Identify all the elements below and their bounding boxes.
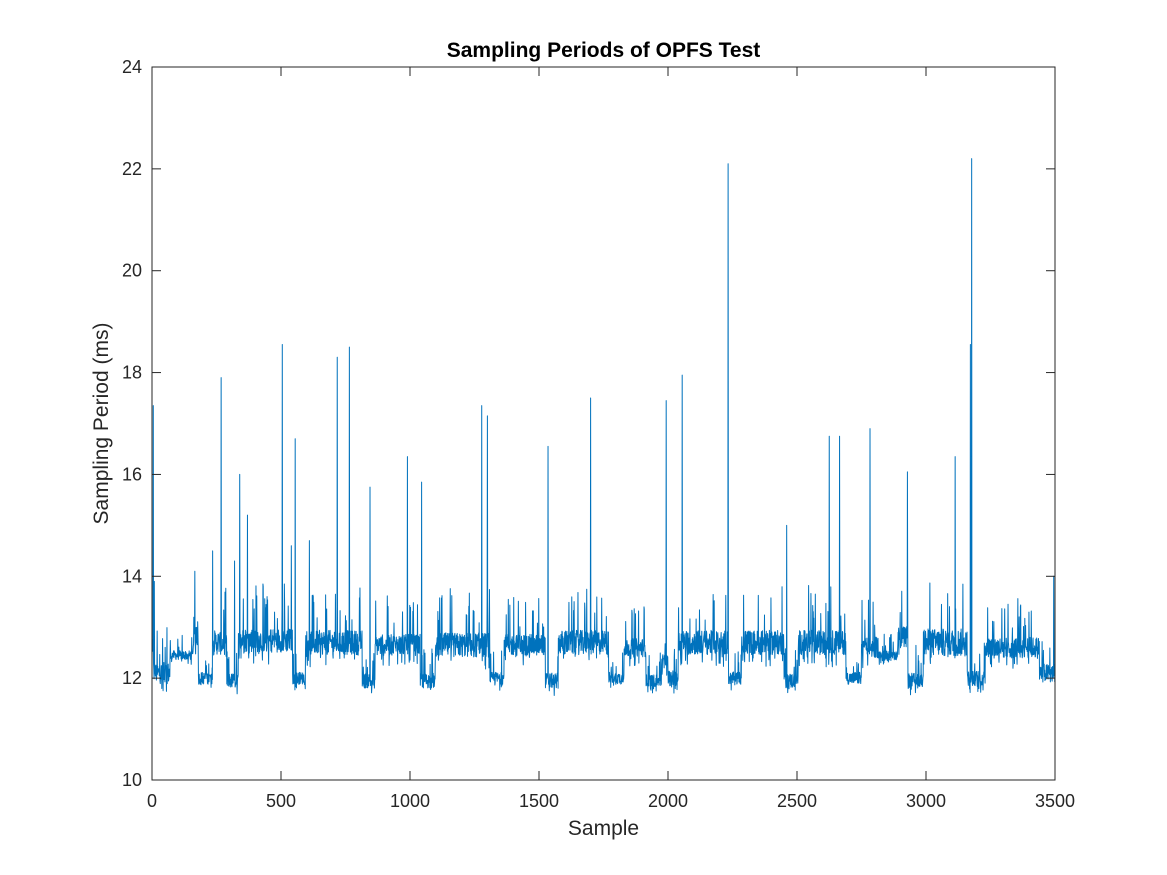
y-tick-label: 14 bbox=[122, 566, 142, 586]
x-tick-label: 3000 bbox=[906, 791, 946, 811]
plot-area bbox=[152, 67, 1055, 780]
y-tick-label: 12 bbox=[122, 668, 142, 688]
plot-box bbox=[151, 66, 1056, 781]
x-axis-ticks: 0 500 1000 1500 2000 2500 3000 3500 bbox=[147, 67, 1075, 811]
y-tick-label: 16 bbox=[122, 464, 142, 484]
x-tick-label: 2000 bbox=[648, 791, 688, 811]
y-axis-label: Sampling Period (ms) bbox=[90, 323, 113, 525]
series-line bbox=[151, 158, 1056, 696]
y-tick-label: 24 bbox=[122, 57, 142, 77]
y-axis-ticks: 10 12 14 16 18 20 22 24 bbox=[122, 57, 1055, 790]
y-tick-label: 10 bbox=[122, 770, 142, 790]
chart-title: Sampling Periods of OPFS Test bbox=[447, 39, 761, 62]
x-axis-label: Sample bbox=[568, 817, 639, 840]
x-tick-label: 2500 bbox=[777, 791, 817, 811]
y-tick-label: 18 bbox=[122, 363, 142, 383]
x-tick-label: 1000 bbox=[390, 791, 430, 811]
y-tick-label: 20 bbox=[122, 261, 142, 281]
x-tick-label: 1500 bbox=[519, 791, 559, 811]
x-tick-label: 500 bbox=[266, 791, 296, 811]
x-tick-label: 0 bbox=[147, 791, 157, 811]
x-tick-label: 3500 bbox=[1035, 791, 1075, 811]
y-tick-label: 22 bbox=[122, 159, 142, 179]
